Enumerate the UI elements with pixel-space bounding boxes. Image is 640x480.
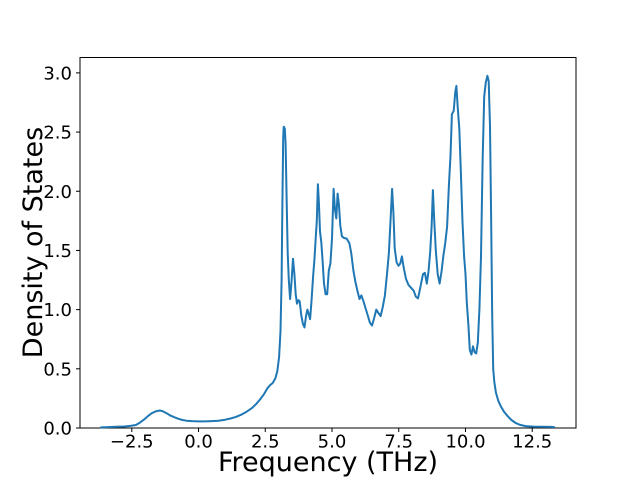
x-tick-label: −2.5 [110,432,154,453]
x-tick-label: 5.0 [318,432,347,453]
y-axis-ticks: 0.0 0.5 1.0 1.5 2.0 2.5 3.0 [43,63,80,440]
y-tick-label: 0.5 [43,359,72,380]
y-tick-label: 3.0 [43,63,72,84]
y-tick-label: 0.0 [43,419,72,440]
x-tick-label: 12.5 [512,432,552,453]
data-series [100,74,556,429]
y-tick-label: 1.5 [43,241,72,262]
plot-area [79,57,577,429]
y-tick-label: 2.5 [43,123,72,144]
x-tick-label: 0.0 [184,432,213,453]
x-axis-label: Frequency (THz) [218,447,438,478]
x-tick-label: 2.5 [251,432,280,453]
y-axis-label: Density of States [18,127,49,358]
y-tick-label: 1.0 [43,300,72,321]
x-tick-label: 10.0 [445,432,485,453]
dos-curve-density_of_states [100,74,556,429]
x-axis-ticks: −2.5 0.0 2.5 5.0 7.5 10.0 12.5 [110,428,552,453]
y-tick-label: 2.0 [43,182,72,203]
x-tick-label: 7.5 [384,432,413,453]
